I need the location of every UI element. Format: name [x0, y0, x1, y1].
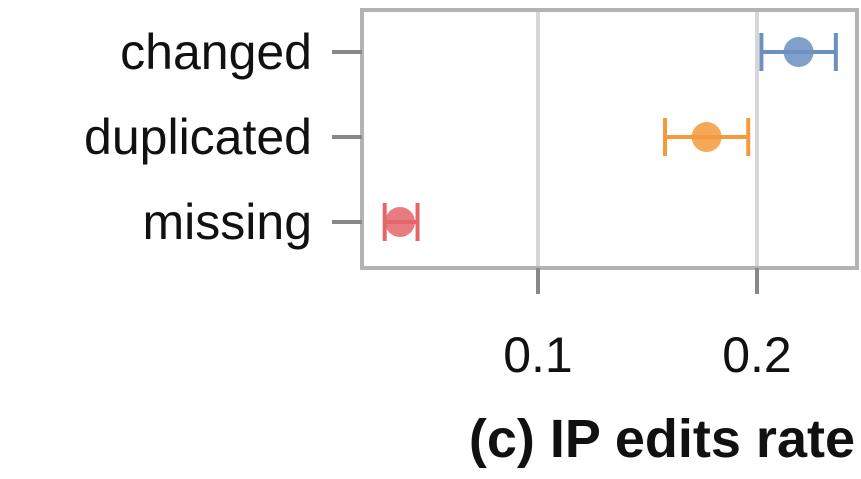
point-missing	[385, 207, 416, 237]
category-label-duplicated: duplicated	[84, 109, 312, 165]
x-tick-label-1: 0.2	[722, 327, 792, 383]
category-label-missing: missing	[143, 194, 312, 250]
data-marks	[382, 33, 838, 241]
grid-lines	[536, 10, 759, 268]
axes: 0.1 0.2 changed duplicated missing	[84, 24, 792, 383]
point-duplicated	[691, 122, 722, 152]
point-changed	[783, 37, 814, 67]
chart-caption: (c) IP edits rate	[469, 409, 855, 469]
x-tick-label-0: 0.1	[503, 327, 573, 383]
category-label-changed: changed	[120, 24, 312, 80]
plot-frame	[360, 8, 859, 270]
